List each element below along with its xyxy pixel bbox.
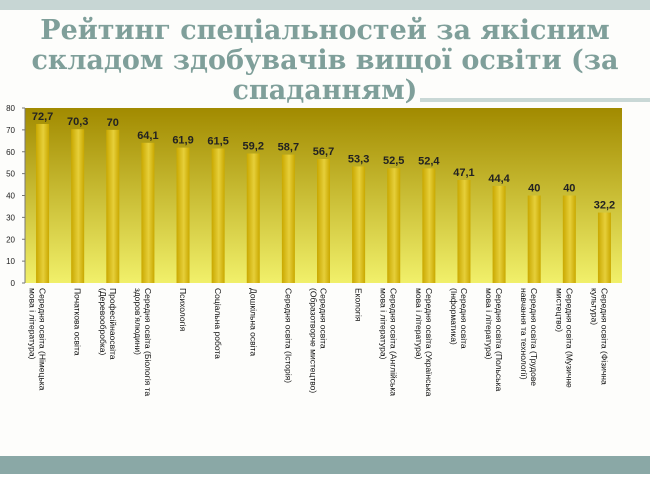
value-label: 72,7: [32, 111, 53, 123]
category-label: Соціальна робота: [213, 288, 223, 359]
value-label: 52,5: [383, 155, 404, 167]
y-tick-label: 20: [6, 235, 15, 244]
bar: [422, 168, 436, 283]
value-label: 61,9: [172, 135, 193, 147]
category-label: Середня освіта (Трудовенавчання та техно…: [519, 288, 539, 386]
y-tick-label: 60: [6, 148, 15, 157]
bar: [492, 185, 506, 283]
value-label: 32,2: [594, 200, 615, 212]
bar: [141, 142, 155, 283]
category-label: Середня освіта(Інформатика): [449, 288, 469, 349]
value-label: 61,5: [207, 135, 228, 147]
category-label: Психологія: [178, 288, 188, 332]
category-label: Середня освіта (Англійськамова і літерат…: [379, 288, 399, 396]
category-label: Середня освіта (Польськамова і літератур…: [484, 288, 504, 391]
y-tick-label: 50: [6, 170, 15, 179]
value-labels: 72,7 70,3 70 64,1 61,9 61,5 59,2 58,7 56,7 53,3 52…: [32, 111, 615, 212]
category-label: Екологія: [354, 288, 364, 322]
y-axis: 0 10 20 30 40 50 60 70 80: [6, 104, 26, 288]
y-tick-label: 40: [6, 192, 15, 201]
y-tick-label: 70: [6, 126, 15, 135]
bars: [36, 123, 611, 283]
bar: [352, 166, 366, 283]
bar: [106, 129, 120, 283]
value-label: 40: [528, 183, 540, 195]
bar: [281, 154, 295, 283]
bar: [597, 212, 611, 283]
value-label: 70,3: [67, 116, 88, 128]
y-tick-label: 0: [11, 279, 16, 288]
bar: [246, 153, 260, 283]
category-label: Середня освіта(Образотворче мистецтво): [309, 288, 329, 393]
category-label: Середня освіта (Німецькамова і літератур…: [28, 288, 48, 391]
value-label: 58,7: [278, 142, 299, 154]
value-label: 52,4: [418, 155, 440, 167]
value-label: 56,7: [313, 146, 334, 158]
bar: [176, 147, 190, 283]
y-tick-label: 30: [6, 213, 15, 222]
category-label: Професійнаосвіта(Деревообробка): [98, 288, 118, 360]
bar: [527, 195, 541, 283]
category-label: Середня освіта (Фізичнакультура): [589, 288, 609, 385]
bar: [211, 148, 225, 283]
category-label: Середня освіта (Біологія таздоровʼялюдин…: [133, 288, 153, 396]
slide-title: Рейтинг спеціальностей за якісним складо…: [31, 15, 619, 106]
category-label: Дошкільна освіта: [248, 288, 258, 356]
bar: [457, 179, 471, 283]
category-labels: Середня освіта (Німецькамова і літератур…: [28, 288, 610, 397]
bar: [71, 129, 85, 283]
category-label: Середня освіта (Музичнемистецтво): [554, 288, 574, 388]
top-decor-band: [0, 0, 650, 10]
bar: [36, 123, 50, 283]
bar: [317, 158, 330, 283]
category-label: Середня освіта (Українськамова і літерат…: [414, 288, 434, 397]
y-tick-label: 80: [6, 104, 15, 113]
value-label: 44,4: [488, 173, 510, 185]
y-tick-label: 10: [6, 257, 15, 266]
bar: [562, 195, 576, 283]
title-decor-strip: [420, 98, 650, 102]
value-label: 53,3: [348, 153, 369, 165]
bar: [387, 168, 401, 283]
value-label: 40: [563, 183, 575, 195]
value-label: 47,1: [453, 167, 474, 179]
value-label: 70: [107, 117, 119, 129]
category-label: Середня освіта (Історія): [283, 288, 293, 383]
value-label: 59,2: [243, 141, 264, 153]
value-label: 64,1: [137, 130, 158, 142]
bottom-white-strip: [0, 474, 650, 487]
category-label: Початкова освіта: [73, 288, 83, 356]
bottom-decor-band: [0, 456, 650, 474]
